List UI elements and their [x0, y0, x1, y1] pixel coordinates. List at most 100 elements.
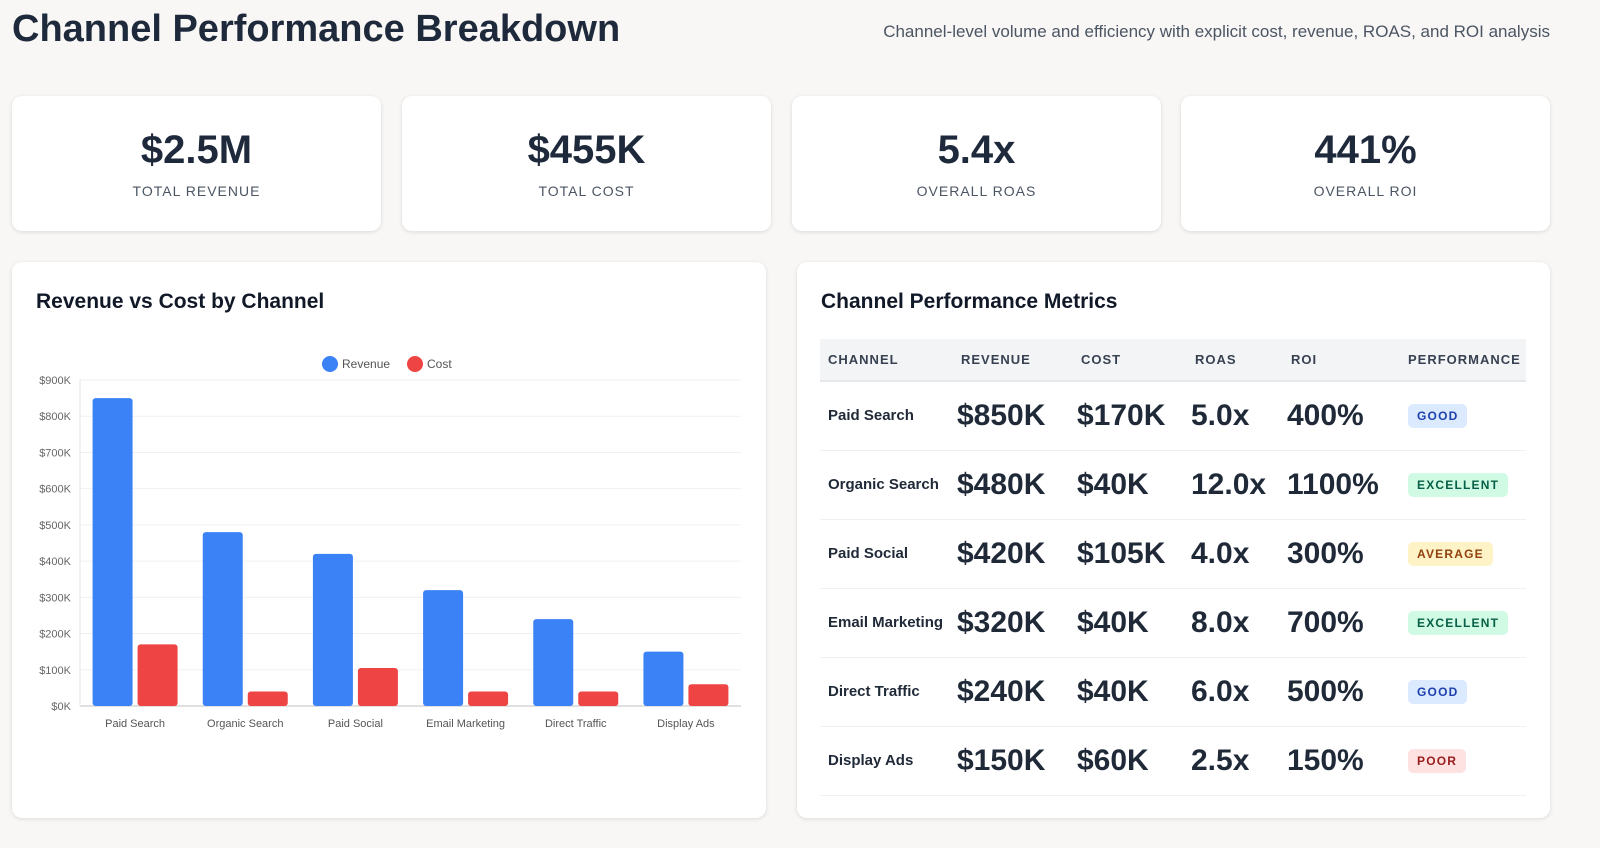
- table-row: Display Ads $150K $60K 2.5x 150% POOR: [820, 726, 1526, 796]
- y-tick-label: $200K: [39, 629, 71, 641]
- cell-performance: EXCELLENT: [1400, 588, 1526, 658]
- cell-roi: 150%: [1283, 726, 1400, 796]
- column-header: PERFORMANCE: [1400, 339, 1526, 382]
- y-tick-label: $300K: [39, 592, 71, 604]
- bar-cost[interactable]: [137, 644, 178, 706]
- chart-panel: Revenue vs Cost by Channel $0K $100K $200K…: [12, 262, 766, 818]
- kpi-value: 5.4x: [937, 128, 1016, 172]
- cell-roas: 12.0x: [1187, 450, 1283, 520]
- kpi-card-total-cost: $455K TOTAL COST: [402, 96, 771, 231]
- cell-revenue: $420K: [953, 519, 1073, 589]
- cell-roi: 500%: [1283, 657, 1400, 727]
- kpi-value: 441%: [1314, 128, 1417, 172]
- bar-revenue[interactable]: [423, 590, 464, 706]
- cell-channel: Display Ads: [820, 726, 953, 796]
- x-tick-label: Paid Search: [105, 718, 165, 730]
- table-row: Direct Traffic $240K $40K 6.0x 500% GOOD: [820, 657, 1526, 727]
- chart-title: Revenue vs Cost by Channel: [36, 290, 325, 313]
- cell-roi: 300%: [1283, 519, 1400, 589]
- kpi-label: OVERALL ROI: [1313, 183, 1418, 199]
- kpi-value: $2.5M: [140, 128, 253, 172]
- cell-revenue: $480K: [953, 450, 1073, 520]
- legend-swatch: [407, 356, 423, 372]
- table-row: Paid Social $420K $105K 4.0x 300% AVERAGE: [820, 519, 1526, 589]
- cell-cost: $40K: [1073, 450, 1187, 520]
- cell-channel: Paid Social: [820, 519, 953, 589]
- y-tick-label: $0K: [51, 701, 71, 713]
- cell-cost: $60K: [1073, 726, 1187, 796]
- y-tick-label: $600K: [39, 484, 71, 496]
- channel-metrics-table: CHANNEL REVENUE COST ROAS ROI PERFORMANCE Pai…: [820, 339, 1526, 796]
- legend-swatch: [322, 356, 338, 372]
- x-tick-label: Direct Traffic: [545, 718, 607, 730]
- column-header: ROAS: [1187, 339, 1283, 382]
- y-tick-label: $500K: [39, 520, 71, 532]
- kpi-value: $455K: [527, 128, 646, 172]
- cell-roas: 2.5x: [1187, 726, 1283, 796]
- column-header: CHANNEL: [820, 339, 953, 382]
- column-header: COST: [1073, 339, 1187, 382]
- cell-roas: 6.0x: [1187, 657, 1283, 727]
- cell-performance: POOR: [1400, 726, 1526, 796]
- performance-badge: AVERAGE: [1408, 541, 1493, 566]
- y-tick-label: $100K: [39, 665, 71, 677]
- cell-roi: 1100%: [1283, 450, 1400, 520]
- cell-revenue: $320K: [953, 588, 1073, 658]
- bar-revenue[interactable]: [202, 532, 243, 706]
- cell-channel: Organic Search: [820, 450, 953, 520]
- y-tick-label: $700K: [39, 447, 71, 459]
- cell-roas: 8.0x: [1187, 588, 1283, 658]
- performance-badge: EXCELLENT: [1408, 472, 1509, 497]
- performance-badge: GOOD: [1408, 403, 1468, 428]
- cell-revenue: $240K: [953, 657, 1073, 727]
- bar-revenue[interactable]: [92, 398, 133, 706]
- table-row: Paid Search $850K $170K 5.0x 400% GOOD: [820, 381, 1526, 451]
- x-tick-label: Email Marketing: [426, 718, 505, 730]
- cell-revenue: $150K: [953, 726, 1073, 796]
- performance-badge: GOOD: [1408, 679, 1468, 704]
- table-row: Email Marketing $320K $40K 8.0x 700% EXCELLEN…: [820, 588, 1526, 658]
- y-tick-label: $900K: [39, 375, 71, 387]
- legend-label[interactable]: Revenue: [342, 357, 390, 371]
- bar-cost[interactable]: [688, 684, 729, 706]
- x-tick-label: Organic Search: [207, 718, 283, 730]
- kpi-card-overall-roas: 5.4x OVERALL ROAS: [792, 96, 1161, 231]
- page-subtitle: Channel-level volume and efficiency with…: [883, 22, 1550, 41]
- cell-performance: GOOD: [1400, 381, 1526, 451]
- cell-cost: $105K: [1073, 519, 1187, 589]
- performance-badge: POOR: [1408, 748, 1467, 773]
- column-header: ROI: [1283, 339, 1400, 382]
- bar-revenue[interactable]: [533, 619, 574, 706]
- table-row: Organic Search $480K $40K 12.0x 1100% EXCELLE…: [820, 450, 1526, 520]
- cell-roi: 700%: [1283, 588, 1400, 658]
- cell-channel: Email Marketing: [820, 588, 953, 658]
- cell-revenue: $850K: [953, 381, 1073, 451]
- kpi-label: OVERALL ROAS: [916, 183, 1037, 199]
- x-tick-label: Paid Social: [328, 718, 383, 730]
- kpi-label: TOTAL COST: [538, 183, 635, 199]
- bar-revenue[interactable]: [643, 651, 684, 706]
- bar-cost[interactable]: [247, 691, 288, 706]
- bar-cost[interactable]: [578, 691, 619, 706]
- cell-cost: $40K: [1073, 588, 1187, 658]
- kpi-card-overall-roi: 441% OVERALL ROI: [1181, 96, 1550, 231]
- cell-performance: AVERAGE: [1400, 519, 1526, 589]
- bar-cost[interactable]: [357, 667, 398, 706]
- kpi-label: TOTAL REVENUE: [132, 183, 261, 199]
- cell-channel: Direct Traffic: [820, 657, 953, 727]
- page-title: Channel Performance Breakdown: [12, 8, 621, 50]
- column-header: REVENUE: [953, 339, 1073, 382]
- kpi-card-total-revenue: $2.5M TOTAL REVENUE: [12, 96, 381, 231]
- cell-channel: Paid Search: [820, 381, 953, 451]
- cell-cost: $40K: [1073, 657, 1187, 727]
- cell-performance: EXCELLENT: [1400, 450, 1526, 520]
- bar-cost[interactable]: [468, 691, 509, 706]
- table-title: Channel Performance Metrics: [821, 290, 1118, 313]
- legend-label[interactable]: Cost: [427, 357, 452, 371]
- cell-roi: 400%: [1283, 381, 1400, 451]
- y-tick-label: $800K: [39, 411, 71, 423]
- cell-cost: $170K: [1073, 381, 1187, 451]
- revenue-cost-bar-chart: $0K $100K $200K $300K $400K $500K $600K $700K $8…: [39, 356, 741, 730]
- bar-revenue[interactable]: [312, 553, 353, 706]
- cell-performance: GOOD: [1400, 657, 1526, 727]
